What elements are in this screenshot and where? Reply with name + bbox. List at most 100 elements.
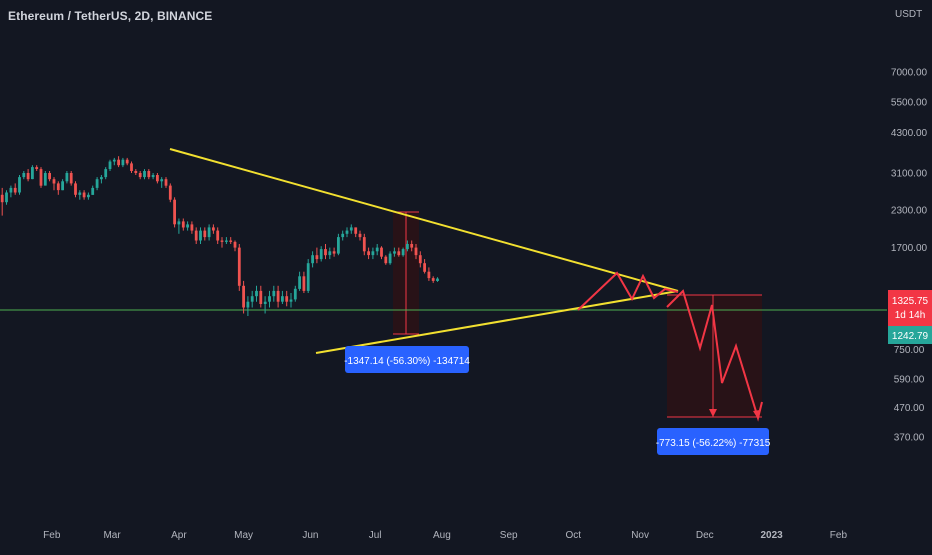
candle-body — [143, 171, 146, 178]
x-tick-label: Oct — [566, 530, 582, 541]
candle-body — [138, 173, 142, 178]
candle-body — [423, 263, 426, 272]
candle-body — [242, 285, 245, 308]
candle-body — [246, 301, 250, 308]
candle-body — [156, 175, 159, 182]
candle-body — [225, 240, 228, 242]
y-tick-label: 1700.00 — [891, 243, 928, 254]
candle-body — [74, 183, 77, 195]
lower-trendline[interactable] — [315, 290, 679, 354]
x-tick-label: Apr — [171, 530, 187, 541]
candle-body — [229, 240, 233, 242]
candle-body — [104, 169, 108, 178]
x-tick-label: May — [234, 530, 253, 541]
y-tick-label: 750.00 — [894, 345, 925, 356]
candle-body — [207, 227, 211, 238]
candle-body — [367, 251, 370, 256]
candle-body — [259, 290, 263, 304]
candle-body — [108, 161, 112, 169]
candle-body — [332, 251, 336, 254]
symbol-title[interactable]: Ethereum / TetherUS, 2D, BINANCE — [8, 9, 213, 23]
candle-body — [173, 199, 176, 225]
candle-body — [125, 159, 129, 164]
candle-body — [401, 249, 405, 256]
y-tick-label: 370.00 — [894, 433, 925, 444]
candle-body — [358, 233, 362, 238]
measure-label-2[interactable]: -773.15 (-56.22%) -77315 — [656, 428, 771, 455]
y-axis[interactable]: 7000.00 5500.00 4300.00 3100.00 2300.00 1700.… — [891, 67, 928, 443]
x-tick-label: Feb — [43, 530, 61, 541]
candle-body — [130, 163, 133, 171]
candle-body — [319, 249, 323, 260]
candle-body — [341, 233, 345, 238]
current-price-tag[interactable]: 1325.75 1d 14h — [888, 290, 932, 326]
candle-body — [375, 247, 379, 252]
candle-body — [311, 255, 314, 264]
candle-body — [194, 230, 198, 241]
candle-body — [414, 247, 418, 256]
y-tick-label: 470.00 — [894, 403, 925, 414]
candle-body — [69, 173, 73, 184]
currency-label: USDT — [895, 9, 923, 20]
candle-body — [306, 263, 310, 291]
candle-body — [78, 192, 82, 195]
candle-body — [134, 171, 138, 173]
candle-body — [18, 177, 21, 193]
candle-body — [354, 227, 358, 234]
candles — [0, 156, 439, 316]
candle-body — [263, 301, 267, 304]
candle-body — [250, 296, 254, 302]
candle-body — [328, 251, 332, 256]
x-tick-label: Mar — [103, 530, 121, 541]
candle-body — [212, 227, 215, 231]
candle-body — [380, 247, 383, 257]
candle-body — [147, 171, 151, 178]
level-price-tag[interactable]: 1242.79 — [888, 326, 932, 344]
candle-body — [151, 175, 155, 178]
candle-body — [255, 290, 258, 297]
candle-body — [48, 173, 51, 180]
candle-body — [337, 237, 340, 254]
x-tick-label: Sep — [500, 530, 518, 541]
candle-body — [0, 194, 4, 203]
candle-body — [82, 192, 86, 198]
y-tick-label: 7000.00 — [891, 67, 928, 78]
candle-body — [220, 240, 224, 242]
candle-body — [9, 187, 13, 193]
candle-body — [199, 230, 202, 241]
candle-body — [237, 247, 241, 286]
candle-body — [5, 192, 8, 203]
candle-body — [436, 278, 439, 281]
candle-body — [95, 179, 99, 188]
candle-body — [324, 249, 327, 256]
candle-body — [285, 296, 289, 302]
candle-body — [39, 169, 43, 186]
candle-body — [298, 276, 301, 289]
upper-trendline[interactable] — [169, 148, 679, 292]
projection-path-drop[interactable] — [666, 289, 763, 422]
y-tick-label: 3100.00 — [891, 169, 928, 180]
candle-body — [160, 179, 164, 182]
x-tick-label: Jun — [302, 530, 318, 541]
candle-body — [190, 224, 194, 231]
candle-body — [177, 221, 181, 225]
candle-body — [100, 177, 103, 180]
candle-body — [276, 290, 280, 302]
projection-path-triangle[interactable] — [577, 271, 679, 311]
level-price-text: 1242.79 — [892, 331, 929, 342]
candle-body — [65, 173, 69, 182]
candle-body — [31, 167, 34, 180]
candle-body — [112, 159, 116, 162]
candle-body — [427, 271, 431, 279]
measurement-boxes — [393, 211, 762, 418]
candle-body — [393, 251, 396, 254]
y-tick-label: 2300.00 — [891, 206, 928, 217]
x-axis[interactable]: Feb Mar Apr May Jun Jul Aug Sep Oct Nov Dec 2023 Feb — [43, 530, 847, 541]
candle-body — [186, 224, 189, 228]
measure-label-1[interactable]: -1347.14 (-56.30%) -134714 — [344, 346, 470, 373]
countdown-text: 1d 14h — [895, 310, 926, 321]
candle-body — [35, 167, 39, 169]
candle-body — [289, 299, 293, 302]
